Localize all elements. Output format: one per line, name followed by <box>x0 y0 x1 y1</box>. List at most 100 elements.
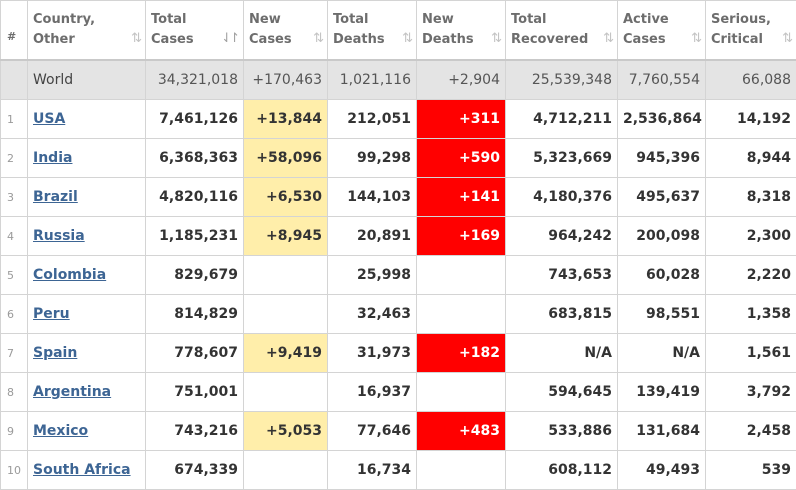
country-cell: Argentina <box>28 373 146 412</box>
serious-critical-cell: 2,458 <box>706 412 796 451</box>
country-link[interactable]: Colombia <box>33 267 106 283</box>
country-link[interactable]: USA <box>33 111 65 127</box>
world-row: World 34,321,018 +170,463 1,021,116 +2,9… <box>1 60 796 100</box>
new-deaths-cell: +141 <box>417 178 506 217</box>
serious-critical-cell: 1,358 <box>706 295 796 334</box>
country-cell: South Africa <box>28 451 146 490</box>
world-total-recovered: 25,539,348 <box>506 60 618 100</box>
world-index-cell <box>1 60 28 100</box>
row-index: 5 <box>1 256 28 295</box>
header-new-cases[interactable]: New Cases ⇅ <box>244 1 328 60</box>
total-recovered-cell: 608,112 <box>506 451 618 490</box>
new-cases-cell: +9,419 <box>244 334 328 373</box>
active-cases-cell: 495,637 <box>618 178 706 217</box>
sort-icon[interactable]: ⇅ <box>491 29 499 49</box>
country-link[interactable]: South Africa <box>33 462 131 478</box>
header-serious-critical[interactable]: Serious, Critical ⇅ <box>706 1 796 60</box>
total-deaths-cell: 144,103 <box>328 178 417 217</box>
new-cases-cell: +5,053 <box>244 412 328 451</box>
header-total-deaths-line2: Deaths <box>333 30 411 50</box>
total-deaths-cell: 25,998 <box>328 256 417 295</box>
header-index-label: # <box>7 30 16 43</box>
world-new-cases: +170,463 <box>244 60 328 100</box>
total-cases-cell: 743,216 <box>146 412 244 451</box>
header-total-deaths-line1: Total <box>333 10 411 30</box>
sort-icon[interactable]: ⇅ <box>691 29 699 49</box>
row-index: 4 <box>1 217 28 256</box>
world-new-deaths: +2,904 <box>417 60 506 100</box>
country-cell: Russia <box>28 217 146 256</box>
total-recovered-cell: 4,712,211 <box>506 100 618 139</box>
row-index: 9 <box>1 412 28 451</box>
header-country-line1: Country, <box>33 10 140 30</box>
new-cases-cell <box>244 451 328 490</box>
total-cases-cell: 4,820,116 <box>146 178 244 217</box>
country-cell: Colombia <box>28 256 146 295</box>
new-cases-cell: +13,844 <box>244 100 328 139</box>
sort-icon[interactable]: ⇅ <box>313 29 321 49</box>
sort-icon[interactable]: ⇅ <box>402 29 410 49</box>
total-recovered-cell: N/A <box>506 334 618 373</box>
active-cases-cell: 945,396 <box>618 139 706 178</box>
header-serious-critical-line2: Critical <box>711 30 791 50</box>
new-cases-cell: +6,530 <box>244 178 328 217</box>
country-link[interactable]: Brazil <box>33 189 78 205</box>
header-total-deaths[interactable]: Total Deaths ⇅ <box>328 1 417 60</box>
new-deaths-cell: +590 <box>417 139 506 178</box>
header-index: # <box>1 1 28 60</box>
row-index: 6 <box>1 295 28 334</box>
total-deaths-cell: 16,734 <box>328 451 417 490</box>
header-new-deaths[interactable]: New Deaths ⇅ <box>417 1 506 60</box>
header-serious-critical-line1: Serious, <box>711 10 791 30</box>
header-total-recovered[interactable]: Total Recovered ⇅ <box>506 1 618 60</box>
country-cell: USA <box>28 100 146 139</box>
new-cases-cell <box>244 295 328 334</box>
new-deaths-cell <box>417 256 506 295</box>
header-new-cases-line2: Cases <box>249 30 322 50</box>
header-total-recovered-line1: Total <box>511 10 612 30</box>
country-link[interactable]: Russia <box>33 228 85 244</box>
country-link[interactable]: India <box>33 150 72 166</box>
serious-critical-cell: 1,561 <box>706 334 796 373</box>
sort-icon[interactable]: ⇅ <box>603 29 611 49</box>
active-cases-cell: 49,493 <box>618 451 706 490</box>
sort-icon[interactable]: ⇅ <box>131 29 139 49</box>
total-recovered-cell: 5,323,669 <box>506 139 618 178</box>
world-total-deaths: 1,021,116 <box>328 60 417 100</box>
country-link[interactable]: Mexico <box>33 423 88 439</box>
sort-icon[interactable]: ⇅ <box>782 29 790 49</box>
total-cases-cell: 778,607 <box>146 334 244 373</box>
sort-descending-icon[interactable]: ⇃↾ <box>221 29 237 49</box>
header-row: # Country, Other ⇅ Total Cases ⇃↾ New Ca… <box>1 1 796 60</box>
header-new-cases-line1: New <box>249 10 322 30</box>
serious-critical-cell: 8,944 <box>706 139 796 178</box>
active-cases-cell: N/A <box>618 334 706 373</box>
country-link[interactable]: Spain <box>33 345 77 361</box>
total-deaths-cell: 77,646 <box>328 412 417 451</box>
total-recovered-cell: 594,645 <box>506 373 618 412</box>
country-link[interactable]: Peru <box>33 306 70 322</box>
serious-critical-cell: 3,792 <box>706 373 796 412</box>
new-deaths-cell: +483 <box>417 412 506 451</box>
new-deaths-cell: +311 <box>417 100 506 139</box>
active-cases-cell: 131,684 <box>618 412 706 451</box>
row-index: 7 <box>1 334 28 373</box>
total-recovered-cell: 533,886 <box>506 412 618 451</box>
country-cell: Spain <box>28 334 146 373</box>
header-total-cases[interactable]: Total Cases ⇃↾ <box>146 1 244 60</box>
header-active-cases[interactable]: Active Cases ⇅ <box>618 1 706 60</box>
header-country[interactable]: Country, Other ⇅ <box>28 1 146 60</box>
header-total-cases-line1: Total <box>151 10 238 30</box>
new-deaths-cell <box>417 451 506 490</box>
serious-critical-cell: 2,220 <box>706 256 796 295</box>
total-deaths-cell: 32,463 <box>328 295 417 334</box>
country-link[interactable]: Argentina <box>33 384 111 400</box>
total-deaths-cell: 99,298 <box>328 139 417 178</box>
total-recovered-cell: 964,242 <box>506 217 618 256</box>
